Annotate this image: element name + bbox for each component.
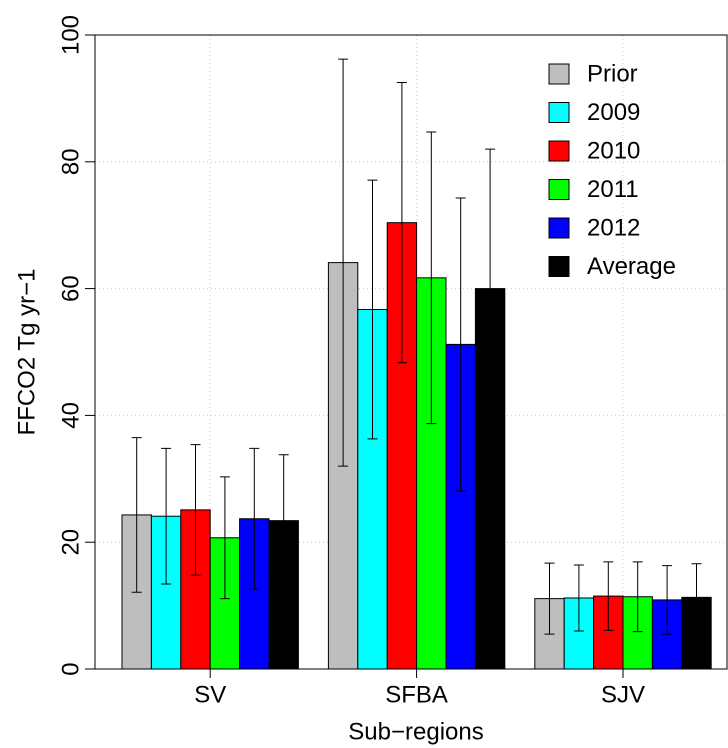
error-bar — [161, 447, 172, 585]
legend-swatch — [548, 217, 570, 239]
error-bar — [338, 58, 349, 467]
y-tick-label: 100 — [57, 15, 84, 55]
error-bar — [544, 562, 555, 635]
error-bar — [485, 148, 496, 429]
legend-label: 2012 — [587, 214, 640, 241]
y-tick-label: 40 — [57, 402, 84, 429]
legend-label: 2011 — [587, 176, 639, 203]
error-bar — [691, 563, 702, 632]
legend-label: 2010 — [587, 137, 640, 164]
legend-swatch — [548, 140, 570, 162]
y-tick-label: 0 — [57, 662, 84, 675]
error-bar — [190, 444, 201, 576]
legend-label: Prior — [587, 60, 638, 87]
error-bar — [367, 179, 378, 440]
x-tick-label: SV — [194, 681, 226, 708]
error-bar — [632, 561, 643, 633]
error-bar — [249, 447, 260, 590]
error-bar — [131, 437, 142, 593]
x-tick-label: SFBA — [385, 681, 448, 708]
error-bar — [662, 565, 673, 635]
legend-swatch — [548, 63, 570, 85]
y-tick-label: 80 — [57, 148, 84, 175]
y-axis-label: FFCO2 Tg yr−1 — [13, 269, 40, 436]
error-bar — [219, 476, 230, 600]
x-tick-label: SJV — [601, 681, 645, 708]
error-bar — [278, 454, 289, 588]
error-bar — [396, 82, 407, 364]
x-axis-label: Sub−regions — [348, 718, 483, 745]
error-bar — [426, 131, 437, 425]
plot-frame — [94, 34, 728, 670]
legend-swatch — [548, 256, 570, 277]
y-tick-label: 60 — [57, 275, 84, 302]
legend-swatch — [548, 102, 570, 123]
legend-label: 2009 — [587, 99, 640, 126]
legend-swatch — [548, 179, 570, 200]
legend-label: Average — [587, 253, 676, 280]
error-bar — [603, 561, 614, 631]
y-tick-label: 20 — [57, 529, 84, 556]
error-bar — [573, 564, 584, 632]
error-bar — [455, 197, 466, 492]
